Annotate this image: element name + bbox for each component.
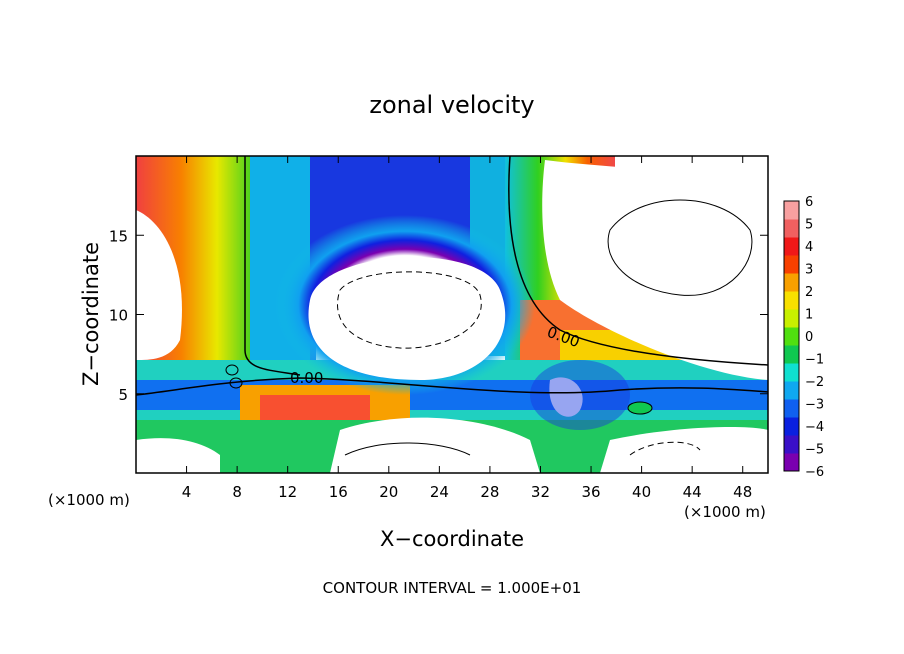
contour-label-left: 0.00: [290, 369, 323, 387]
colorbar-tick-label: 1: [805, 308, 813, 323]
colorbar-swatch: [784, 399, 799, 418]
x-tick-label: 20: [379, 483, 398, 501]
colorbar-tick-label: 5: [805, 218, 813, 233]
colorbar-swatch: [784, 363, 799, 382]
x-tick-label: 44: [683, 483, 702, 501]
colorbar-tick-label: −5: [805, 443, 824, 458]
colorbar-tick-label: 2: [805, 285, 813, 300]
contour-interval-annotation: CONTOUR INTERVAL = 1.000E+01: [323, 579, 582, 597]
x-tick-label: 32: [531, 483, 550, 501]
colorbar-swatch: [784, 255, 799, 274]
colorbar-swatch: [784, 237, 799, 256]
colorbar-swatch: [784, 273, 799, 292]
y-axis: 5 10 15: [109, 227, 768, 404]
colorbar-swatch: [784, 309, 799, 328]
colorbar-tick-label: 0: [805, 330, 813, 345]
colorbar-swatch: [784, 291, 799, 310]
y-tick-label: 10: [109, 307, 128, 325]
colorbar-swatch: [784, 345, 799, 364]
x-axis: 4 8 12 16 20 24 28 32 36 40 44 48: [182, 156, 752, 501]
x-tick-label: 24: [430, 483, 449, 501]
colorbar-swatch: [784, 417, 799, 436]
x-unit-label-right: (×1000 m): [684, 503, 766, 521]
colorbar-tick-label: −2: [805, 375, 824, 390]
y-tick-label: 5: [118, 386, 128, 404]
colorbar-tick-label: 6: [805, 195, 813, 210]
x-tick-label: 4: [182, 483, 192, 501]
x-axis-label: X−coordinate: [380, 527, 524, 551]
chart-title: zonal velocity: [369, 91, 534, 119]
colorbar-swatch: [784, 327, 799, 346]
x-tick-label: 48: [733, 483, 752, 501]
y-axis-label: Z−coordinate: [79, 242, 103, 386]
colorbar-tick-label: 4: [805, 240, 813, 255]
x-tick-label: 28: [480, 483, 499, 501]
colorbar-swatch: [784, 453, 799, 472]
x-tick-label: 16: [329, 483, 348, 501]
colorbar-tick-label: 3: [805, 263, 813, 278]
colorbar-tick-label: −3: [805, 398, 824, 413]
plot-area: [136, 156, 768, 473]
colorbar: 6 5 4 3 2 1 0 −1 −2 −3 −4 −5 −6: [783, 195, 824, 480]
colorbar-tick-label: −6: [805, 465, 824, 480]
x-unit-label-left: (×1000 m): [48, 491, 130, 509]
x-tick-label: 12: [278, 483, 297, 501]
y-tick-label: 15: [109, 227, 128, 245]
colorbar-tick-label: −1: [805, 353, 824, 368]
colorbar-swatch: [784, 381, 799, 400]
colorbar-swatch: [784, 201, 799, 220]
colorbar-swatch: [784, 435, 799, 454]
colorbar-tick-label: −4: [805, 420, 824, 435]
colorbar-swatch: [784, 219, 799, 238]
x-tick-label: 36: [581, 483, 600, 501]
x-tick-label: 40: [632, 483, 651, 501]
x-tick-label: 8: [232, 483, 242, 501]
